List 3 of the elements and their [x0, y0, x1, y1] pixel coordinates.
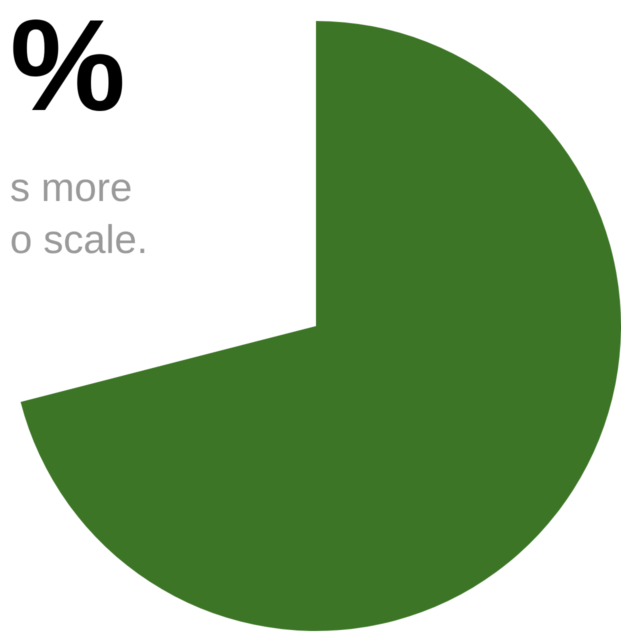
text: %: [10, 0, 126, 138]
text: s more: [10, 166, 132, 210]
text: o scale.: [10, 218, 148, 262]
